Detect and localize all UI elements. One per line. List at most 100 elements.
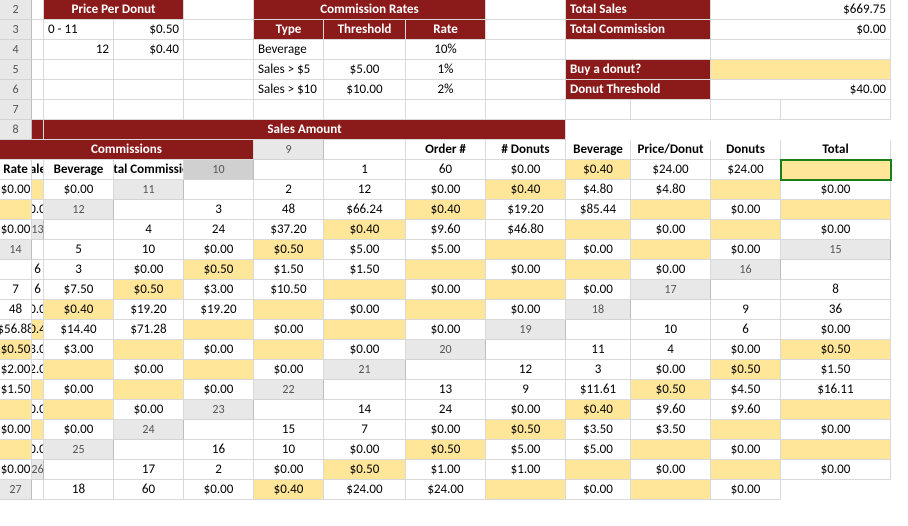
cell[interactable] bbox=[254, 400, 324, 420]
donuts-amt-cell[interactable]: $3.50 bbox=[566, 420, 631, 440]
donuts-cell[interactable]: 2 bbox=[184, 460, 254, 480]
order-cell[interactable]: 3 bbox=[184, 200, 254, 220]
donuts-amt-cell[interactable]: $5.00 bbox=[324, 240, 406, 260]
totcomm-cell[interactable]: $0.00 bbox=[711, 240, 781, 260]
totcomm-cell[interactable]: $0.00 bbox=[486, 300, 566, 320]
bev2-cell[interactable] bbox=[32, 420, 44, 440]
sales-cell[interactable]: $0.00 bbox=[0, 420, 32, 440]
bev2-cell[interactable] bbox=[406, 300, 486, 320]
rate-cell[interactable] bbox=[781, 160, 891, 180]
total-cell[interactable]: $4.80 bbox=[631, 180, 711, 200]
bev2-cell[interactable] bbox=[184, 360, 254, 380]
row-header[interactable]: 22 bbox=[254, 380, 324, 400]
row-header[interactable]: 5 bbox=[0, 60, 32, 80]
total-cell[interactable]: $16.11 bbox=[781, 380, 891, 400]
bev2-cell[interactable] bbox=[631, 240, 711, 260]
donuts-amt-cell[interactable]: $3.00 bbox=[184, 280, 254, 300]
price-per-cell[interactable]: $0.50 bbox=[711, 360, 781, 380]
price-per-cell[interactable]: $0.40 bbox=[566, 160, 631, 180]
sales-cell[interactable]: $0.00 bbox=[254, 320, 324, 340]
row-header[interactable]: 2 bbox=[0, 0, 32, 20]
total-cell[interactable]: $9.60 bbox=[711, 400, 781, 420]
rate-cell[interactable] bbox=[486, 480, 566, 500]
row-header[interactable]: 16 bbox=[711, 260, 781, 280]
total-cell[interactable]: $5.00 bbox=[566, 440, 631, 460]
price-per-cell[interactable]: $0.50 bbox=[254, 240, 324, 260]
total-cell[interactable]: $24.00 bbox=[406, 480, 486, 500]
row-header[interactable]: 23 bbox=[184, 400, 254, 420]
cell[interactable] bbox=[486, 340, 566, 360]
comm-type[interactable]: Beverage bbox=[254, 40, 324, 60]
cell[interactable] bbox=[44, 220, 114, 240]
cell[interactable] bbox=[631, 300, 711, 320]
totcomm-cell[interactable]: $0.00 bbox=[781, 460, 891, 480]
row-header[interactable]: 24 bbox=[114, 420, 184, 440]
donuts-cell[interactable]: 36 bbox=[781, 300, 891, 320]
cell[interactable] bbox=[486, 0, 566, 20]
beverage-cell[interactable]: $0.00 bbox=[254, 460, 324, 480]
total-cell[interactable]: $3.50 bbox=[631, 420, 711, 440]
donuts-cell[interactable]: 7 bbox=[324, 420, 406, 440]
price-per-cell[interactable]: $0.40 bbox=[566, 400, 631, 420]
beverage-cell[interactable]: $11.61 bbox=[566, 380, 631, 400]
donuts-amt-cell[interactable]: $1.50 bbox=[781, 360, 891, 380]
price-per-cell[interactable]: $0.50 bbox=[486, 420, 566, 440]
bev2-cell[interactable] bbox=[631, 480, 711, 500]
bev2-cell[interactable] bbox=[566, 260, 631, 280]
rate-cell[interactable] bbox=[254, 300, 324, 320]
donuts-amt-cell[interactable]: $14.40 bbox=[44, 320, 114, 340]
sales-cell[interactable]: $0.00 bbox=[184, 340, 254, 360]
sales-cell[interactable]: $0.00 bbox=[711, 440, 781, 460]
comm-threshold[interactable] bbox=[324, 40, 406, 60]
sales-cell[interactable]: $0.00 bbox=[566, 480, 631, 500]
sales-cell[interactable]: $0.00 bbox=[711, 200, 781, 220]
cell[interactable] bbox=[486, 40, 566, 60]
cell[interactable] bbox=[324, 380, 406, 400]
price-per-cell[interactable]: $0.40 bbox=[254, 480, 324, 500]
price-value[interactable]: $0.50 bbox=[114, 20, 184, 40]
cell[interactable] bbox=[32, 80, 44, 100]
beverage-cell[interactable]: $0.00 bbox=[184, 480, 254, 500]
totcomm-cell[interactable]: $0.00 bbox=[406, 320, 486, 340]
cell[interactable] bbox=[114, 60, 184, 80]
rate-cell[interactable] bbox=[631, 200, 711, 220]
order-cell[interactable]: 4 bbox=[114, 220, 184, 240]
sales-cell[interactable]: $0.00 bbox=[32, 400, 44, 420]
totcomm-cell[interactable]: $0.00 bbox=[711, 480, 781, 500]
cell[interactable] bbox=[32, 240, 44, 260]
totcomm-cell[interactable]: $0.00 bbox=[32, 200, 44, 220]
donuts-amt-cell[interactable]: $3.00 bbox=[32, 340, 44, 360]
cell[interactable] bbox=[324, 100, 406, 120]
row-header[interactable]: 20 bbox=[406, 340, 486, 360]
donut-threshold-value[interactable]: $40.00 bbox=[711, 80, 891, 100]
comm-rate[interactable]: 1% bbox=[406, 60, 486, 80]
row-header[interactable]: 26 bbox=[32, 460, 44, 480]
order-cell[interactable]: 5 bbox=[44, 240, 114, 260]
sales-cell[interactable]: $0.00 bbox=[324, 300, 406, 320]
row-header[interactable]: 17 bbox=[631, 280, 711, 300]
row-header[interactable]: 8 bbox=[0, 120, 32, 140]
row-header[interactable]: 18 bbox=[566, 300, 631, 320]
cell[interactable] bbox=[32, 0, 44, 20]
rate-cell[interactable] bbox=[711, 420, 781, 440]
totcomm-cell[interactable]: $0.00 bbox=[254, 360, 324, 380]
order-cell[interactable]: 13 bbox=[406, 380, 486, 400]
totcomm-cell[interactable]: $0.00 bbox=[184, 380, 254, 400]
bev2-cell[interactable] bbox=[254, 340, 324, 360]
order-cell[interactable]: 1 bbox=[324, 160, 406, 180]
donuts-cell[interactable]: 60 bbox=[114, 480, 184, 500]
sales-cell[interactable]: $0.00 bbox=[781, 420, 891, 440]
bev2-cell[interactable] bbox=[0, 440, 32, 460]
cell[interactable] bbox=[254, 160, 324, 180]
order-cell[interactable]: 10 bbox=[631, 320, 711, 340]
comm-threshold[interactable]: $10.00 bbox=[324, 80, 406, 100]
price-per-cell[interactable]: $0.40 bbox=[406, 200, 486, 220]
price-value[interactable]: $0.40 bbox=[114, 40, 184, 60]
cell[interactable] bbox=[406, 360, 486, 380]
row-header[interactable]: 14 bbox=[0, 240, 32, 260]
sales-cell[interactable]: $0.00 bbox=[781, 180, 891, 200]
sales-cell[interactable]: $0.00 bbox=[44, 380, 114, 400]
price-per-cell[interactable]: $0.40 bbox=[324, 220, 406, 240]
buy-donut-value[interactable] bbox=[711, 60, 891, 80]
total-cell[interactable]: $1.50 bbox=[324, 260, 406, 280]
